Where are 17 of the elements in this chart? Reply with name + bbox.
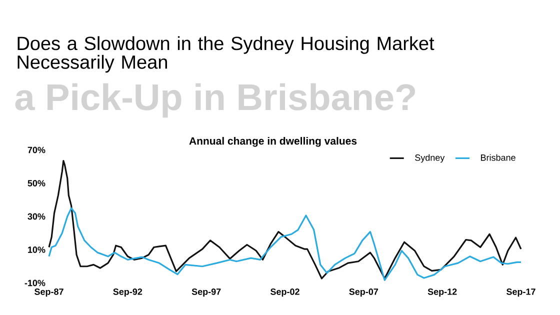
text: Annual change in dwelling values [189,136,357,147]
y-tick-label: 70% [28,146,46,154]
y-tick-label: -10% [24,280,46,286]
legend-label: Brisbane [481,154,516,161]
x-tick-label: Sep-97 [192,288,221,297]
chart-title: Does a Slowdown in the Sydney Housing Market Necessarily Mean [18,36,434,73]
y-tick-label: 30% [28,213,46,220]
x-tick-label: Sep-92 [113,288,142,297]
x-tick-label: Sep-02 [270,288,300,297]
y-tick-label: 10% [28,246,46,253]
x-tick-label: Sep-12 [428,288,457,297]
x-tick-label: Sep-07 [349,288,378,297]
line-series [48,207,522,281]
legend-label: Sydney [415,154,445,163]
x-tick-label: Sep-87 [34,288,64,297]
y-tick-label: 50% [28,180,46,186]
x-tick-label: Sep-17 [506,288,536,297]
